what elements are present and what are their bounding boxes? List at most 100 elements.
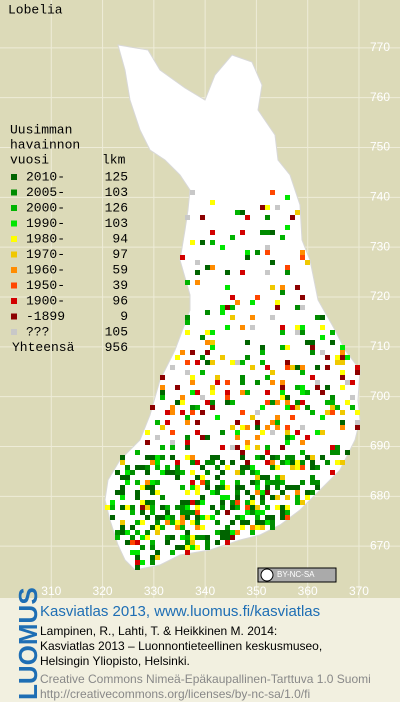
record-square	[195, 430, 200, 435]
record-square	[245, 355, 250, 360]
record-square	[135, 480, 140, 485]
record-square	[310, 345, 315, 350]
record-square	[310, 455, 315, 460]
record-square	[240, 465, 245, 470]
y-tick-label: 750	[370, 140, 390, 154]
record-square	[350, 380, 355, 385]
record-square	[200, 495, 205, 500]
record-square	[230, 445, 235, 450]
record-square	[165, 515, 170, 520]
record-square	[295, 460, 300, 465]
record-square	[190, 405, 195, 410]
legend-label: 2005-	[26, 185, 65, 200]
record-square	[205, 400, 210, 405]
record-square	[165, 420, 170, 425]
record-square	[155, 480, 160, 485]
legend-swatch	[11, 313, 17, 320]
record-square	[220, 305, 225, 310]
record-square	[130, 505, 135, 510]
record-square	[120, 460, 125, 465]
record-square	[330, 450, 335, 455]
record-square	[230, 295, 235, 300]
record-square	[215, 380, 220, 385]
record-square	[235, 430, 240, 435]
record-square	[310, 480, 315, 485]
record-square	[235, 420, 240, 425]
record-square	[195, 505, 200, 510]
record-square	[190, 190, 195, 195]
record-square	[145, 440, 150, 445]
record-square	[265, 460, 270, 465]
record-square	[265, 445, 270, 450]
record-square	[200, 475, 205, 480]
record-square	[255, 295, 260, 300]
record-square	[150, 560, 155, 565]
record-square	[135, 555, 140, 560]
record-square	[240, 470, 245, 475]
record-square	[240, 525, 245, 530]
record-square	[105, 505, 110, 510]
record-square	[225, 325, 230, 330]
record-square	[195, 490, 200, 495]
record-square	[300, 460, 305, 465]
record-square	[180, 395, 185, 400]
record-square	[280, 325, 285, 330]
record-square	[240, 410, 245, 415]
record-square	[190, 410, 195, 415]
record-square	[225, 285, 230, 290]
record-square	[295, 405, 300, 410]
record-square	[185, 540, 190, 545]
record-square	[285, 195, 290, 200]
record-square	[340, 350, 345, 355]
record-square	[155, 550, 160, 555]
record-square	[250, 480, 255, 485]
record-square	[230, 305, 235, 310]
record-square	[200, 355, 205, 360]
record-square	[230, 460, 235, 465]
license-line: http://creativecommons.org/licenses/by-n…	[40, 687, 310, 701]
record-square	[325, 355, 330, 360]
record-square	[275, 205, 280, 210]
record-square	[210, 515, 215, 520]
record-square	[345, 400, 350, 405]
record-square	[230, 530, 235, 535]
record-square	[220, 470, 225, 475]
record-square	[130, 525, 135, 530]
record-square	[300, 500, 305, 505]
record-square	[215, 375, 220, 380]
record-square	[340, 420, 345, 425]
record-square	[150, 455, 155, 460]
record-square	[235, 300, 240, 305]
record-square	[260, 525, 265, 530]
record-square	[180, 485, 185, 490]
record-square	[185, 510, 190, 515]
badge-box	[257, 567, 337, 583]
legend-swatch	[11, 282, 17, 289]
record-square	[270, 455, 275, 460]
record-square	[250, 505, 255, 510]
record-square	[165, 540, 170, 545]
record-square	[210, 390, 215, 395]
record-square	[115, 530, 120, 535]
record-square	[265, 450, 270, 455]
record-square	[195, 535, 200, 540]
record-square	[155, 465, 160, 470]
record-square	[285, 440, 290, 445]
record-square	[160, 445, 165, 450]
record-square	[215, 490, 220, 495]
record-square	[165, 520, 170, 525]
legend-swatch	[11, 189, 17, 196]
record-square	[280, 330, 285, 335]
record-square	[145, 455, 150, 460]
record-square	[270, 285, 275, 290]
record-square	[180, 525, 185, 530]
legend-swatch	[11, 236, 17, 242]
record-square	[205, 310, 210, 315]
record-square	[250, 415, 255, 420]
record-square	[210, 265, 215, 270]
record-square	[195, 405, 200, 410]
record-square	[270, 260, 275, 265]
record-square	[120, 455, 125, 460]
record-square	[115, 470, 120, 475]
record-square	[135, 560, 140, 565]
